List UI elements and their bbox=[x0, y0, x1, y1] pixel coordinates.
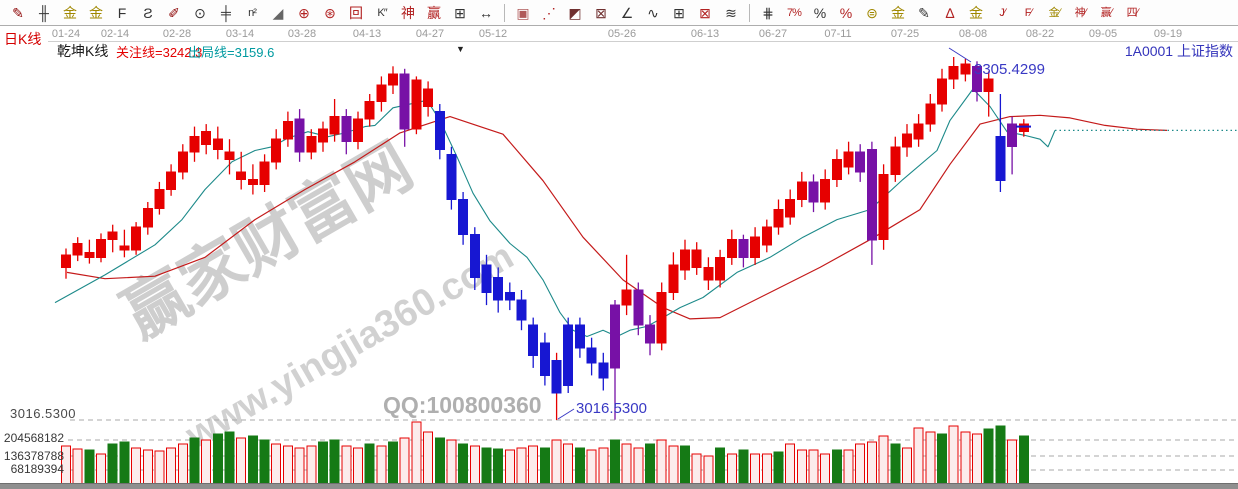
gold-trend-icon[interactable]: 金∕ bbox=[1048, 6, 1061, 19]
date-tick-label: 05-12 bbox=[478, 28, 508, 40]
tick-ruler-icon[interactable]: ╪ bbox=[221, 4, 231, 21]
spiral-square-icon[interactable]: 回 bbox=[349, 4, 363, 21]
date-tick-label: 04-27 bbox=[415, 28, 445, 40]
pen-tool-icon[interactable]: ✎ bbox=[12, 4, 24, 21]
dense-grid-icon[interactable]: ⊞ bbox=[673, 4, 685, 21]
symbol-name-label[interactable]: 1A0001 上证指数 bbox=[1124, 43, 1233, 59]
date-tick-label: 07-25 bbox=[890, 28, 920, 40]
date-tick-label: 04-13 bbox=[352, 28, 382, 40]
crosshair-target-icon[interactable]: ⊕ bbox=[298, 4, 310, 21]
starburst-icon[interactable]: ⊛ bbox=[324, 4, 336, 21]
date-tick-label: 03-28 bbox=[287, 28, 317, 40]
date-tick-label: 03-14 bbox=[225, 28, 255, 40]
price-level-label: 3016.5300 bbox=[10, 406, 76, 421]
date-tick-label: 02-28 bbox=[162, 28, 192, 40]
date-tick-label: 08-22 bbox=[1025, 28, 1055, 40]
horizontal-scrollbar[interactable] bbox=[0, 483, 1238, 489]
j-trend-icon[interactable]: J∕ bbox=[999, 6, 1005, 19]
volume-scale-label-2: 136378788 bbox=[3, 449, 64, 463]
gold-under-icon[interactable]: 金 bbox=[969, 4, 983, 21]
slant-lines-icon[interactable]: ≋ bbox=[725, 4, 737, 21]
date-tick-label: 06-13 bbox=[690, 28, 720, 40]
ink-pen-icon[interactable]: ✎ bbox=[918, 4, 930, 21]
date-tick-label: 07-11 bbox=[824, 28, 852, 40]
a-frame-icon[interactable]: ∆ bbox=[945, 4, 955, 21]
f-grid-icon[interactable]: F bbox=[117, 4, 127, 21]
set-square-icon[interactable]: ◢ bbox=[272, 4, 284, 21]
n-squared-icon[interactable]: n² bbox=[248, 6, 257, 19]
date-tick-label: 06-27 bbox=[758, 28, 788, 40]
shaded-fan-icon[interactable]: ◩ bbox=[568, 4, 582, 21]
window-tool-icon[interactable]: ▣ bbox=[516, 4, 530, 21]
red-grid-icon[interactable]: ⊠ bbox=[699, 4, 711, 21]
si-trend-icon[interactable]: 四∕ bbox=[1126, 6, 1139, 19]
toolbar-separator bbox=[749, 3, 750, 22]
date-tick-label: 08-08 bbox=[958, 28, 988, 40]
exit-line-value: 出局线=3159.6 bbox=[188, 45, 275, 60]
gold-circle-icon[interactable]: ⊜ bbox=[866, 4, 878, 21]
circle-three-icon[interactable]: ⊙ bbox=[194, 4, 206, 21]
period-label[interactable]: 日K线 bbox=[4, 31, 42, 47]
date-axis: 01-24 02-14 02-28 03-14 03-28 04-13 04-27 05-12… bbox=[0, 28, 1238, 41]
ruler-123-icon[interactable]: ⊞ bbox=[454, 4, 466, 21]
date-tick-label: 09-19 bbox=[1153, 28, 1183, 40]
volume-scale-label-1: 204568182 bbox=[3, 431, 64, 445]
date-tick-label: 02-14 bbox=[100, 28, 130, 40]
signal-line-value: 关注线=3242.3 bbox=[116, 45, 203, 60]
width-measure-icon[interactable]: ↔ bbox=[479, 4, 493, 21]
date-axis-divider bbox=[48, 41, 1238, 42]
angle-lines-icon[interactable]: ∠ bbox=[620, 4, 634, 21]
volume-bars-icon[interactable]: ⋕ bbox=[762, 4, 774, 21]
ying-grid-icon[interactable]: 赢 bbox=[427, 4, 441, 21]
ying-trend-icon[interactable]: 赢∕ bbox=[1100, 6, 1113, 19]
gold-frame-icon[interactable]: 金 bbox=[63, 4, 77, 21]
gold-tool-icon[interactable]: 金 bbox=[89, 4, 103, 21]
date-tick-label: 09-05 bbox=[1088, 28, 1118, 40]
seven-percent-icon[interactable]: 7% bbox=[787, 6, 802, 19]
svg-text:3016.5300: 3016.5300 bbox=[576, 400, 647, 417]
svg-text:3305.4299: 3305.4299 bbox=[974, 61, 1045, 78]
percent-line-icon[interactable]: % bbox=[839, 4, 853, 21]
f-trend-icon[interactable]: F∕ bbox=[1024, 6, 1033, 19]
gold-bars-icon[interactable]: 金 bbox=[891, 4, 905, 21]
k-prime-icon[interactable]: K″ bbox=[377, 6, 387, 19]
percent-icon[interactable]: % bbox=[813, 4, 827, 21]
ray-fan-icon[interactable]: ⋰ bbox=[542, 4, 556, 21]
toolbar-separator bbox=[504, 3, 505, 22]
kline-grid-icon[interactable]: ╫ bbox=[39, 4, 49, 21]
hook-tool-icon[interactable]: Ƨ bbox=[143, 4, 153, 21]
brush-tool-icon[interactable]: ✐ bbox=[168, 4, 180, 21]
chevron-down-icon[interactable]: ▼ bbox=[456, 44, 465, 54]
shen-grid-icon[interactable]: 神 bbox=[401, 4, 415, 21]
date-tick-label: 01-24 bbox=[51, 28, 81, 40]
indicator-name-label: 乾坤K线 bbox=[57, 43, 109, 59]
drawing-toolbar: ✎ ╫ 金金 F Ƨ ✐ ⊙ ╪ n² ◢ ⊕ ⊛ 回 K″ 神赢 ⊞ ↔ ▣ ⋰ ◩ ⊠ ∠ ∿ ⊞ ⊠ ≋ ⋕ 7%%% ⊜ 金 ✎ ∆ 金… bbox=[0, 0, 1238, 26]
shen-trend-icon[interactable]: 神∕ bbox=[1074, 6, 1087, 19]
grid-fan-icon[interactable]: ⊠ bbox=[595, 4, 607, 21]
volume-scale-label-3: 68189394 bbox=[10, 462, 64, 476]
date-tick-label: 05-26 bbox=[607, 28, 637, 40]
zigzag-icon[interactable]: ∿ bbox=[647, 4, 659, 21]
